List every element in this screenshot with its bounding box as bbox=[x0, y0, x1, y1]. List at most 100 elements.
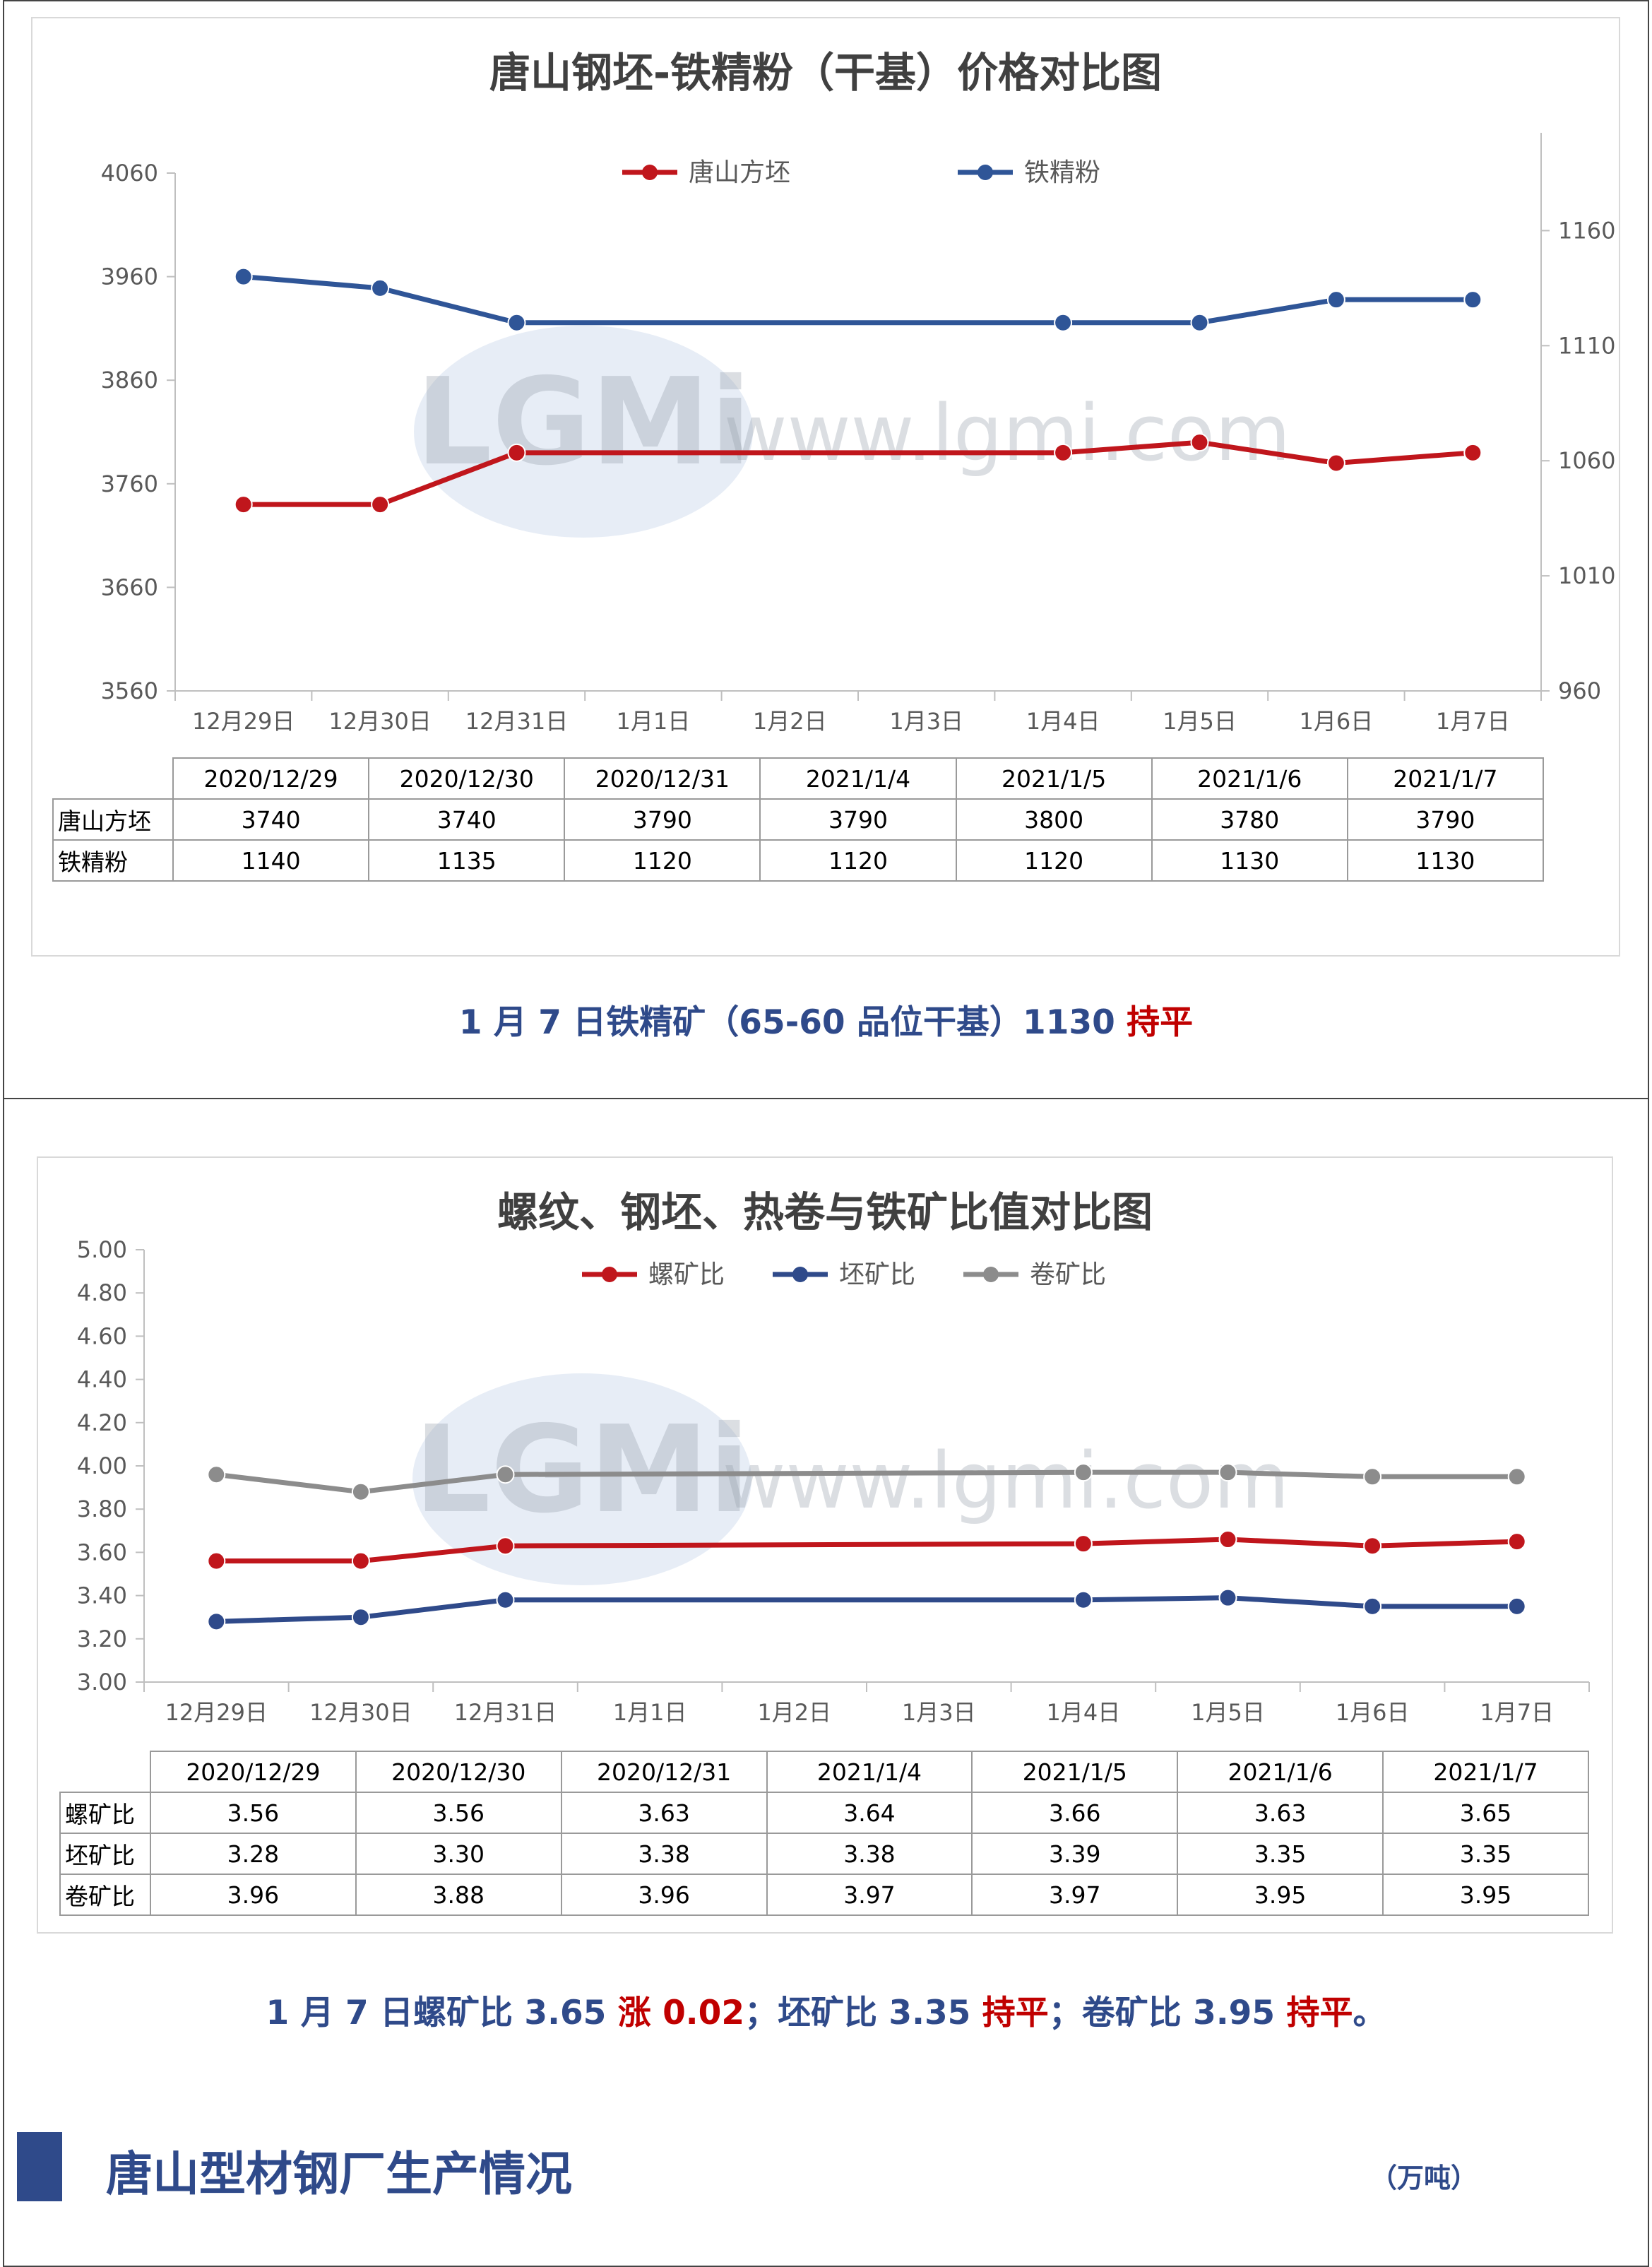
data-point bbox=[351, 1608, 370, 1627]
table-header-cell: 2021/1/6 bbox=[1177, 1751, 1384, 1793]
summary-ratios: 1 月 7 日螺矿比 3.65 涨 0.02；坯矿比 3.35 持平；卷矿比 3… bbox=[0, 1985, 1652, 2034]
table-header-cell: 2021/1/7 bbox=[1382, 1751, 1589, 1793]
summary2-a: 1 月 7 日螺矿比 3.65 bbox=[266, 1994, 618, 2032]
table-cell: 3.95 bbox=[1382, 1874, 1589, 1916]
x-tick-label: 1月7日 bbox=[1480, 1699, 1554, 1726]
data-point bbox=[1054, 443, 1073, 462]
watermark-logo-text: LGMi bbox=[414, 1400, 749, 1540]
y-right-tick-label: 1060 bbox=[1558, 447, 1615, 474]
y-left-tick-label: 4.00 bbox=[77, 1452, 127, 1479]
x-tick-label: 12月30日 bbox=[309, 1699, 412, 1726]
y-left-tick-label: 5.00 bbox=[77, 1236, 127, 1263]
table-row: 唐山方坯 3740 3740 3790 3790 3800 3780 3790 bbox=[52, 798, 1544, 841]
y-left-tick-label: 4.20 bbox=[77, 1409, 127, 1436]
table-header-cell: 2020/12/31 bbox=[560, 1751, 768, 1793]
x-tick-label: 1月1日 bbox=[613, 1699, 687, 1726]
data-point bbox=[1507, 1597, 1526, 1616]
data-point bbox=[1326, 290, 1345, 309]
table-header-cell: 2021/1/5 bbox=[971, 1751, 1179, 1793]
data-point bbox=[1218, 1463, 1237, 1482]
legend-label: 唐山方坯 bbox=[689, 158, 790, 187]
table-row: 坯矿比 3.28 3.30 3.38 3.38 3.39 3.35 3.35 bbox=[59, 1833, 1589, 1875]
legend-label: 卷矿比 bbox=[1030, 1260, 1106, 1289]
summary2-c: ；卷矿比 3.95 bbox=[1048, 1994, 1287, 2032]
x-tick-label: 12月31日 bbox=[465, 708, 568, 735]
data-point bbox=[1054, 313, 1073, 332]
legend-marker bbox=[602, 1267, 617, 1282]
data-point bbox=[507, 313, 526, 332]
table-row-label: 卷矿比 bbox=[59, 1874, 151, 1916]
table-row-label: 螺矿比 bbox=[59, 1792, 151, 1834]
legend-label: 坯矿比 bbox=[839, 1260, 915, 1289]
data-point bbox=[496, 1537, 515, 1556]
data-point bbox=[1218, 1588, 1237, 1607]
table-row: 卷矿比 3.96 3.88 3.96 3.97 3.97 3.95 3.95 bbox=[59, 1874, 1589, 1916]
y-left-tick-label: 3960 bbox=[101, 264, 158, 290]
x-tick-label: 1月2日 bbox=[753, 708, 827, 735]
y-right-tick-label: 1110 bbox=[1558, 332, 1615, 359]
data-point bbox=[1363, 1597, 1382, 1616]
data-point bbox=[1507, 1532, 1526, 1551]
table-cell: 3780 bbox=[1151, 798, 1348, 841]
x-tick-label: 12月31日 bbox=[454, 1699, 557, 1726]
table-row-label: 唐山方坯 bbox=[52, 798, 174, 841]
table-cell: 3.66 bbox=[971, 1792, 1179, 1834]
data-point bbox=[1463, 290, 1482, 309]
table-cell: 3.63 bbox=[560, 1792, 768, 1834]
chart1-data-table: 2020/12/29 2020/12/30 2020/12/31 2021/1/4 20… bbox=[52, 757, 1544, 882]
x-tick-label: 1月4日 bbox=[1047, 1699, 1121, 1726]
data-point bbox=[371, 495, 390, 514]
table-cell: 1140 bbox=[172, 839, 370, 882]
data-point bbox=[1463, 443, 1482, 462]
table-cell: 3.96 bbox=[150, 1874, 357, 1916]
data-point bbox=[207, 1465, 226, 1484]
legend-marker bbox=[792, 1267, 808, 1282]
summary1-status: 持平 bbox=[1127, 1003, 1194, 1042]
x-tick-label: 1月6日 bbox=[1336, 1699, 1410, 1726]
table-cell: 3790 bbox=[1346, 798, 1544, 841]
x-tick-label: 1月3日 bbox=[889, 708, 963, 735]
summary2-a-change: 涨 0.02 bbox=[617, 1994, 745, 2032]
series-line-坯矿比 bbox=[216, 1595, 1517, 1624]
data-point bbox=[1190, 313, 1209, 332]
x-tick-label: 1月5日 bbox=[1163, 708, 1237, 735]
table-cell: 3.95 bbox=[1177, 1874, 1384, 1916]
table-cell: 3.35 bbox=[1382, 1833, 1589, 1875]
table-header-cell: 2020/12/29 bbox=[150, 1751, 357, 1793]
table-cell: 3.88 bbox=[355, 1874, 562, 1916]
data-point bbox=[234, 495, 253, 514]
x-tick-label: 1月6日 bbox=[1300, 708, 1374, 735]
data-point bbox=[496, 1590, 515, 1609]
y-left-tick-label: 4.80 bbox=[77, 1279, 127, 1306]
y-left-tick-label: 3560 bbox=[101, 677, 158, 704]
legend-marker bbox=[983, 1267, 999, 1282]
table-cell: 3.63 bbox=[1177, 1792, 1384, 1834]
table-cell: 3.56 bbox=[150, 1792, 357, 1834]
table-cell: 3.28 bbox=[150, 1833, 357, 1875]
table-cell: 3.97 bbox=[971, 1874, 1179, 1916]
data-point bbox=[234, 267, 253, 286]
x-tick-label: 1月7日 bbox=[1436, 708, 1510, 735]
table-cell: 1120 bbox=[955, 839, 1153, 882]
series-line-螺矿比 bbox=[216, 1537, 1517, 1564]
section-unit: （万吨） bbox=[1370, 2162, 1478, 2194]
watermark-url-text: www.lgmi.com bbox=[724, 388, 1291, 478]
data-point bbox=[351, 1482, 370, 1501]
table-header-cell: 2020/12/31 bbox=[564, 757, 761, 800]
table-cell: 3.38 bbox=[560, 1833, 768, 1875]
table-cell: 3.30 bbox=[355, 1833, 562, 1875]
x-tick-label: 12月29日 bbox=[165, 1699, 268, 1726]
table-cell: 3.97 bbox=[766, 1874, 973, 1916]
y-right-tick-label: 1160 bbox=[1558, 217, 1615, 244]
summary2-c-change: 持平 bbox=[1286, 1994, 1353, 2032]
x-tick-label: 1月2日 bbox=[757, 1699, 831, 1726]
table-cell: 3740 bbox=[172, 798, 370, 841]
x-tick-label: 1月5日 bbox=[1191, 1699, 1265, 1726]
table-cell: 3.38 bbox=[766, 1833, 973, 1875]
table-cell: 3800 bbox=[955, 798, 1153, 841]
table-cell: 3790 bbox=[759, 798, 957, 841]
legend-label: 螺矿比 bbox=[648, 1260, 725, 1289]
y-left-tick-label: 3.40 bbox=[77, 1582, 127, 1609]
